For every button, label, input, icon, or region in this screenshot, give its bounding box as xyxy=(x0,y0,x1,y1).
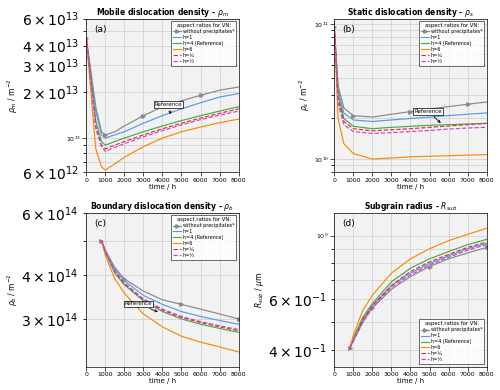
Text: (a): (a) xyxy=(94,25,106,34)
Legend: without precipitates*, h=1, h=4 (Reference), h=6, h=¼, h=⅓: without precipitates*, h=1, h=4 (Referen… xyxy=(420,21,484,66)
Y-axis label: $\rho_m$ / m$^{-2}$: $\rho_m$ / m$^{-2}$ xyxy=(6,78,20,113)
Title: Boundary dislocation density - $\rho_b$: Boundary dislocation density - $\rho_b$ xyxy=(90,200,234,213)
Legend: without precipitates*, h=1, h=4 (Reference), h=6, h=¼, h=⅓: without precipitates*, h=1, h=4 (Referen… xyxy=(172,21,236,66)
Legend: without precipitates*, h=1, h=4 (Reference), h=6, h=¼, h=⅓: without precipitates*, h=1, h=4 (Referen… xyxy=(420,319,484,364)
X-axis label: time / h: time / h xyxy=(397,184,424,190)
Y-axis label: $\rho_s$ / m$^{-2}$: $\rho_s$ / m$^{-2}$ xyxy=(298,79,312,112)
Y-axis label: $\rho_b$ / m$^{-2}$: $\rho_b$ / m$^{-2}$ xyxy=(6,273,20,306)
Text: Reference: Reference xyxy=(414,109,442,122)
Title: Mobile dislocation density - $\rho_m$: Mobile dislocation density - $\rho_m$ xyxy=(96,5,229,19)
Title: Static dislocation density - $\rho_s$: Static dislocation density - $\rho_s$ xyxy=(347,5,474,19)
Text: Reference: Reference xyxy=(124,301,157,312)
Text: (b): (b) xyxy=(342,25,354,34)
Title: Subgrain radius - $R_{sub}$: Subgrain radius - $R_{sub}$ xyxy=(364,200,457,213)
X-axis label: time / h: time / h xyxy=(397,378,424,385)
X-axis label: time / h: time / h xyxy=(149,184,176,190)
Text: Reference: Reference xyxy=(155,102,182,113)
Legend: without precipitates*, h=1, h=4 (Reference), h=6, h=¼, h=⅓: without precipitates*, h=1, h=4 (Referen… xyxy=(172,215,236,260)
X-axis label: time / h: time / h xyxy=(149,378,176,385)
Y-axis label: $R_{sub}$ / $\mu$m: $R_{sub}$ / $\mu$m xyxy=(254,271,266,308)
Text: (d): (d) xyxy=(342,219,354,228)
Text: (c): (c) xyxy=(94,219,106,228)
